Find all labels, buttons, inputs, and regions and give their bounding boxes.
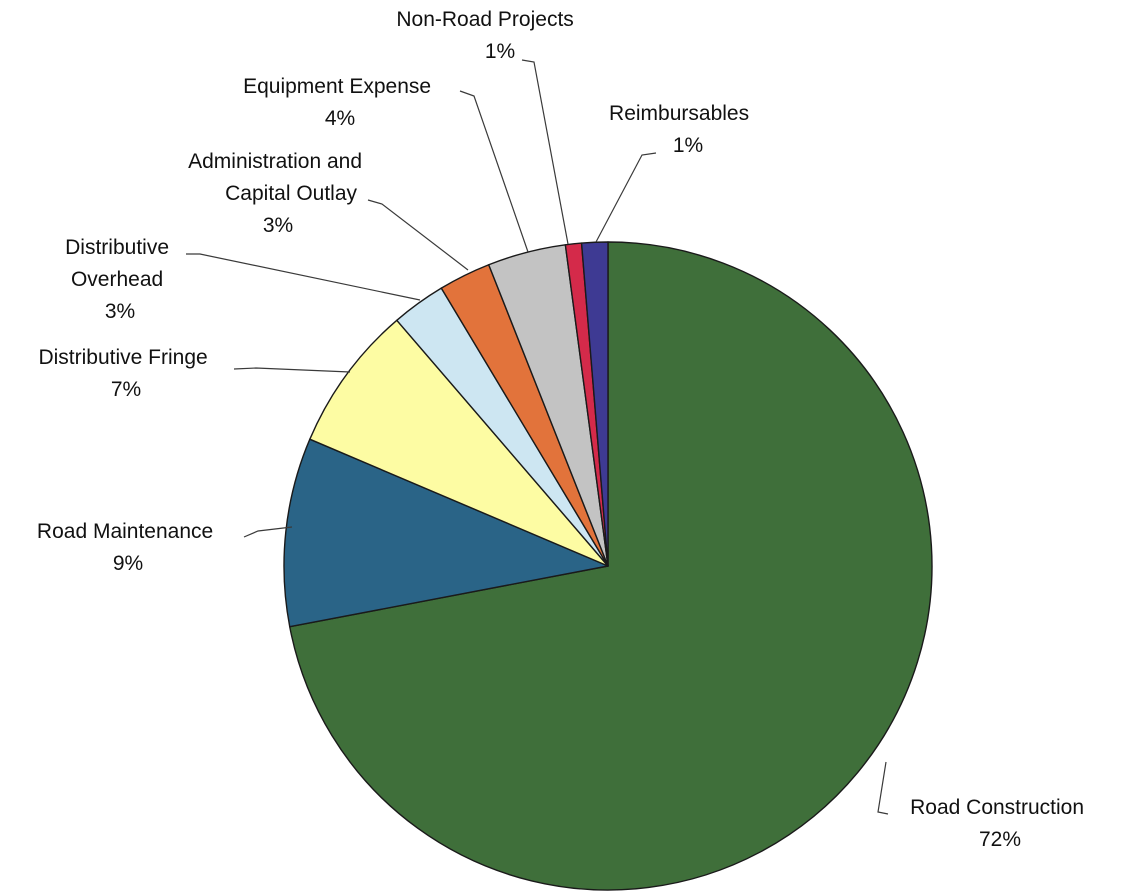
slice-name-administration-line1: Administration and xyxy=(188,150,362,173)
slice-label-road-maintenance: Road Maintenance 9% xyxy=(37,520,219,575)
slice-label-non-road-projects: Non-Road Projects 1% xyxy=(396,8,579,63)
leader-reimbursables xyxy=(595,152,657,243)
slice-distributive-fringe xyxy=(309,319,609,567)
leader-road-maintenance xyxy=(243,526,293,538)
slice-road-maintenance xyxy=(283,438,609,628)
slice-name-non-road-projects: Non-Road Projects xyxy=(396,8,573,31)
slice-pct-road-construction: 72% xyxy=(979,828,1021,851)
slice-name-administration-line2: Capital Outlay xyxy=(225,182,357,205)
slice-pct-equipment-expense: 4% xyxy=(325,107,355,130)
slice-name-road-maintenance: Road Maintenance xyxy=(37,520,213,543)
slice-pct-non-road-projects: 1% xyxy=(485,40,515,63)
leader-administration xyxy=(367,199,469,271)
slice-name-distributive-fringe: Distributive Fringe xyxy=(38,346,207,369)
labels-layer: Road Construction 72% Road Maintenance 9… xyxy=(37,8,1090,851)
slice-pct-reimbursables: 1% xyxy=(673,134,703,157)
slice-label-administration-capital-outlay: Administration and Capital Outlay 3% xyxy=(188,150,368,237)
slices-layer xyxy=(283,241,933,891)
slice-label-equipment-expense: Equipment Expense 4% xyxy=(243,75,437,130)
slice-label-reimbursables: Reimbursables 1% xyxy=(609,102,755,157)
leader-road-construction xyxy=(877,761,889,815)
leader-non-road-projects xyxy=(521,59,569,245)
slice-pct-distributive-overhead: 3% xyxy=(105,300,135,323)
slice-name-road-construction: Road Construction xyxy=(910,796,1084,819)
slice-label-road-construction: Road Construction 72% xyxy=(910,796,1090,851)
slice-name-reimbursables: Reimbursables xyxy=(609,102,749,125)
slice-name-distributive-overhead-line2: Overhead xyxy=(71,268,163,291)
leader-distributive-fringe xyxy=(233,367,351,373)
leader-distributive-overhead xyxy=(186,253,421,301)
slice-pct-distributive-fringe: 7% xyxy=(111,378,141,401)
slice-label-distributive-fringe: Distributive Fringe 7% xyxy=(38,346,213,401)
leaders-layer xyxy=(186,59,889,815)
slice-reimbursables xyxy=(580,241,609,567)
slice-label-distributive-overhead: Distributive Overhead 3% xyxy=(65,236,175,323)
slice-pct-road-maintenance: 9% xyxy=(113,552,143,575)
slice-name-distributive-overhead-line1: Distributive xyxy=(65,236,169,259)
slice-road-construction xyxy=(289,241,933,891)
leader-equipment-expense xyxy=(459,90,529,253)
slice-pct-administration: 3% xyxy=(263,214,293,237)
slice-name-equipment-expense: Equipment Expense xyxy=(243,75,431,98)
